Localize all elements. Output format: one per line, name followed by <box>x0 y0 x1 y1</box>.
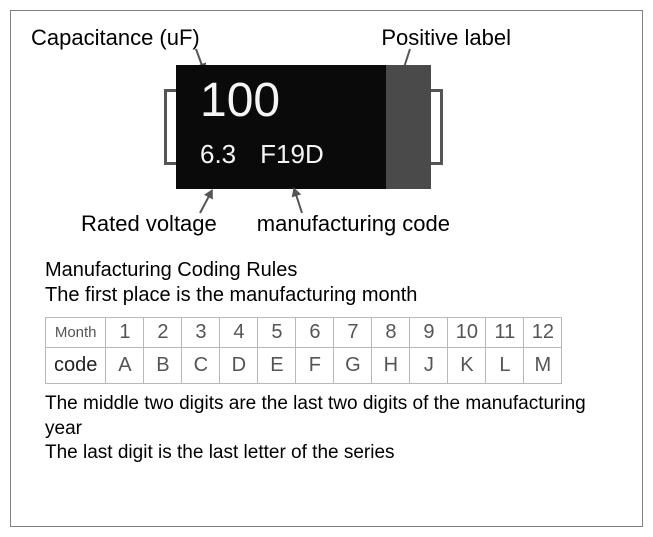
table-row-months: Month 1 2 3 4 5 6 7 8 9 10 11 12 <box>46 318 562 348</box>
code-cell: C <box>182 348 220 384</box>
arrow-mfg-code <box>293 188 303 213</box>
code-cell: F <box>296 348 334 384</box>
rules-line1: The first place is the manufacturing mon… <box>45 284 622 307</box>
month-cell: 3 <box>182 318 220 348</box>
month-cell: 10 <box>448 318 486 348</box>
bottom-label-row: Rated voltage manufacturing code <box>81 211 622 237</box>
rated-voltage-label: Rated voltage <box>81 211 217 237</box>
code-cell: M <box>524 348 562 384</box>
month-cell: 4 <box>220 318 258 348</box>
rules-footnote: The middle two digits are the last two d… <box>45 392 622 466</box>
positive-stripe <box>386 65 431 189</box>
mfg-code-value: F19D <box>260 139 324 170</box>
capacitor-body: 100 6.3 F19D <box>176 65 386 189</box>
rules-title: Manufacturing Coding Rules <box>45 259 622 282</box>
month-cell: 8 <box>372 318 410 348</box>
month-cell: 2 <box>144 318 182 348</box>
row-header-month: Month <box>46 318 106 348</box>
month-cell: 12 <box>524 318 562 348</box>
rules-line3: The last digit is the last letter of the… <box>45 441 622 466</box>
code-cell: L <box>486 348 524 384</box>
rated-voltage-value: 6.3 <box>200 139 236 170</box>
capacitance-value: 100 <box>200 77 372 125</box>
code-cell: D <box>220 348 258 384</box>
code-cell: H <box>372 348 410 384</box>
row-header-code: code <box>46 348 106 384</box>
code-cell: K <box>448 348 486 384</box>
mfg-code-label: manufacturing code <box>257 211 450 237</box>
code-cell: A <box>106 348 144 384</box>
capacitor-component: 100 6.3 F19D <box>176 65 431 189</box>
code-cell: G <box>334 348 372 384</box>
diagram-frame: Capacitance (uF) Positive label 100 6.3 … <box>10 10 643 527</box>
table-row-codes: code A B C D E F G H J K L M <box>46 348 562 384</box>
month-cell: 5 <box>258 318 296 348</box>
month-cell: 6 <box>296 318 334 348</box>
code-cell: B <box>144 348 182 384</box>
component-area: 100 6.3 F19D <box>31 47 622 207</box>
code-cell: E <box>258 348 296 384</box>
month-code-table: Month 1 2 3 4 5 6 7 8 9 10 11 12 code A … <box>45 317 562 384</box>
month-cell: 9 <box>410 318 448 348</box>
lead-right <box>431 89 443 165</box>
marking-row: 6.3 F19D <box>200 139 372 170</box>
month-cell: 1 <box>106 318 144 348</box>
month-cell: 11 <box>486 318 524 348</box>
month-cell: 7 <box>334 318 372 348</box>
arrow-rated-voltage <box>199 190 213 214</box>
rules-line2: The middle two digits are the last two d… <box>45 392 622 441</box>
lead-left <box>164 89 176 165</box>
code-cell: J <box>410 348 448 384</box>
